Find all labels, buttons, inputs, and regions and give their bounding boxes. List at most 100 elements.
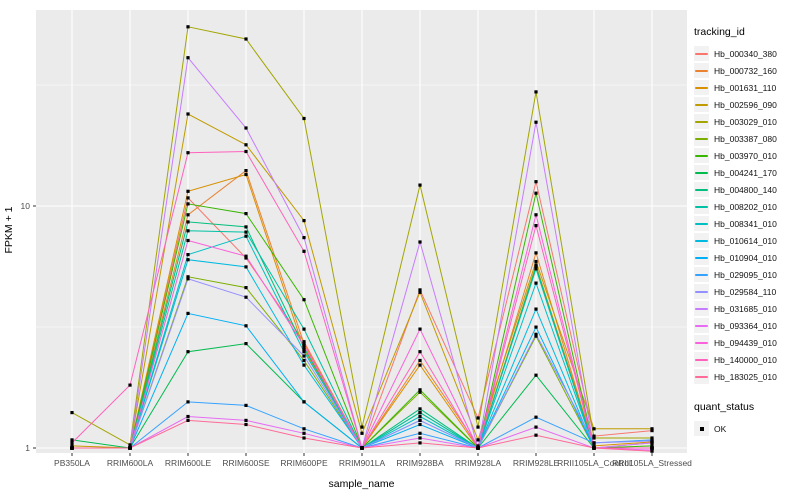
- data-point-marker: [650, 441, 654, 445]
- data-point-marker: [244, 172, 248, 177]
- data-point-marker: [534, 259, 538, 264]
- legend-key: [694, 250, 709, 265]
- data-point-marker: [244, 286, 248, 290]
- legend-key-line: [695, 307, 708, 310]
- legend-key-line: [695, 86, 708, 89]
- data-point-marker: [418, 350, 422, 354]
- data-point-marker: [592, 446, 596, 450]
- data-point-marker: [186, 311, 190, 315]
- legend-key-line: [695, 341, 708, 344]
- legend-key: [694, 46, 709, 61]
- legend-item-label: Hb_004241_170: [714, 167, 777, 178]
- legend-item: Hb_003970_010: [694, 147, 798, 164]
- legend-item-label: Hb_140000_010: [714, 354, 777, 365]
- data-point-marker: [70, 438, 74, 442]
- data-point-marker: [418, 240, 422, 244]
- x-tick-label: PB350LA: [54, 458, 90, 468]
- legend-key: [694, 335, 709, 350]
- data-point-marker: [534, 180, 538, 184]
- data-point-marker: [534, 433, 538, 437]
- legend-item-label: Hb_029584_110: [714, 286, 777, 297]
- data-point-marker: [128, 383, 132, 387]
- data-point-marker: [302, 400, 306, 404]
- legend-key: [694, 80, 709, 95]
- data-point-marker: [128, 443, 132, 447]
- data-point-marker: [302, 342, 306, 346]
- data-point-marker: [534, 415, 538, 419]
- legend-item-label: Hb_001631_110: [714, 82, 777, 93]
- legend-item: Hb_008202_010: [694, 198, 798, 215]
- legend-key-line: [695, 69, 708, 72]
- legend-key: [694, 182, 709, 197]
- legend-item: Hb_008341_010: [694, 215, 798, 232]
- x-tick-label: RRIM600PE: [280, 458, 328, 468]
- x-axis-title: sample_name: [328, 478, 395, 490]
- data-point-marker: [186, 213, 190, 217]
- data-point-marker: [418, 411, 422, 415]
- x-tick-label: RRII105LA_Stressed: [612, 458, 692, 468]
- data-point-marker: [650, 427, 654, 431]
- data-point-marker: [186, 229, 190, 233]
- legend-item-label: Hb_003970_010: [714, 150, 777, 161]
- data-point-marker: [534, 191, 538, 195]
- data-point-marker: [476, 444, 480, 448]
- legend-item: Hb_001631_110: [694, 79, 798, 96]
- x-tick-label: RRIM928LE: [513, 458, 560, 468]
- data-point-marker: [70, 441, 74, 445]
- legend-key-line: [695, 324, 708, 327]
- data-point-marker: [476, 446, 480, 450]
- legend-key: [694, 199, 709, 214]
- data-point-marker: [244, 212, 248, 216]
- legend-item-label: Hb_183025_010: [714, 371, 777, 382]
- data-point-marker: [534, 332, 538, 336]
- data-point-marker: [418, 436, 422, 440]
- data-point-marker: [302, 363, 306, 367]
- legend-items: Hb_000340_380 Hb_000732_160 Hb_001631_110 H…: [694, 45, 798, 385]
- legend-title-quant-status: quant_status: [694, 401, 755, 413]
- data-point-marker: [244, 126, 248, 130]
- legend-key-line: [695, 52, 708, 55]
- data-point-marker: [476, 438, 480, 442]
- legend-item-label: Hb_004800_140: [714, 184, 777, 195]
- black-square-marker-icon: [699, 426, 704, 431]
- data-point-marker: [650, 449, 654, 453]
- data-point-marker: [302, 358, 306, 363]
- legend-item-label: Hb_003387_080: [714, 133, 777, 144]
- data-point-marker: [302, 236, 306, 240]
- data-point-marker: [244, 149, 248, 154]
- data-point-marker: [418, 358, 422, 363]
- x-tick-label: RRIM901LA: [339, 458, 386, 468]
- data-point-marker: [360, 446, 364, 450]
- data-point-marker: [302, 436, 306, 440]
- data-point-marker: [418, 414, 422, 419]
- legend-key: [694, 267, 709, 282]
- legend: tracking_id Hb_000340_380 Hb_000732_160 Hb…: [694, 26, 798, 437]
- data-point-marker: [534, 120, 538, 124]
- legend-item: Hb_029095_010: [694, 266, 798, 283]
- legend-key: [694, 165, 709, 180]
- data-point-marker: [650, 444, 654, 448]
- data-point-marker: [418, 183, 422, 187]
- legend-key: [694, 352, 709, 367]
- data-point-marker: [186, 151, 190, 155]
- data-point-marker: [534, 265, 538, 269]
- data-point-marker: [244, 256, 248, 260]
- data-point-marker: [418, 418, 422, 422]
- data-point-marker: [244, 37, 248, 41]
- data-point-marker: [302, 327, 306, 331]
- data-point-marker: [186, 112, 190, 116]
- data-point-marker: [534, 224, 538, 228]
- data-point-marker: [186, 202, 190, 206]
- data-point-marker: [592, 427, 596, 431]
- legend-key-line: [695, 273, 708, 276]
- data-point-marker: [244, 422, 248, 427]
- legend-item-label: Hb_010614_010: [714, 235, 777, 246]
- data-point-marker: [592, 441, 596, 445]
- legend-item: Hb_003029_010: [694, 113, 798, 130]
- legend-title-tracking-id: tracking_id: [694, 26, 745, 38]
- data-point-marker: [186, 277, 190, 281]
- legend-item: Hb_000340_380: [694, 45, 798, 62]
- quant-status-key: [694, 421, 709, 436]
- data-point-marker: [534, 373, 538, 377]
- data-point-marker: [302, 431, 306, 435]
